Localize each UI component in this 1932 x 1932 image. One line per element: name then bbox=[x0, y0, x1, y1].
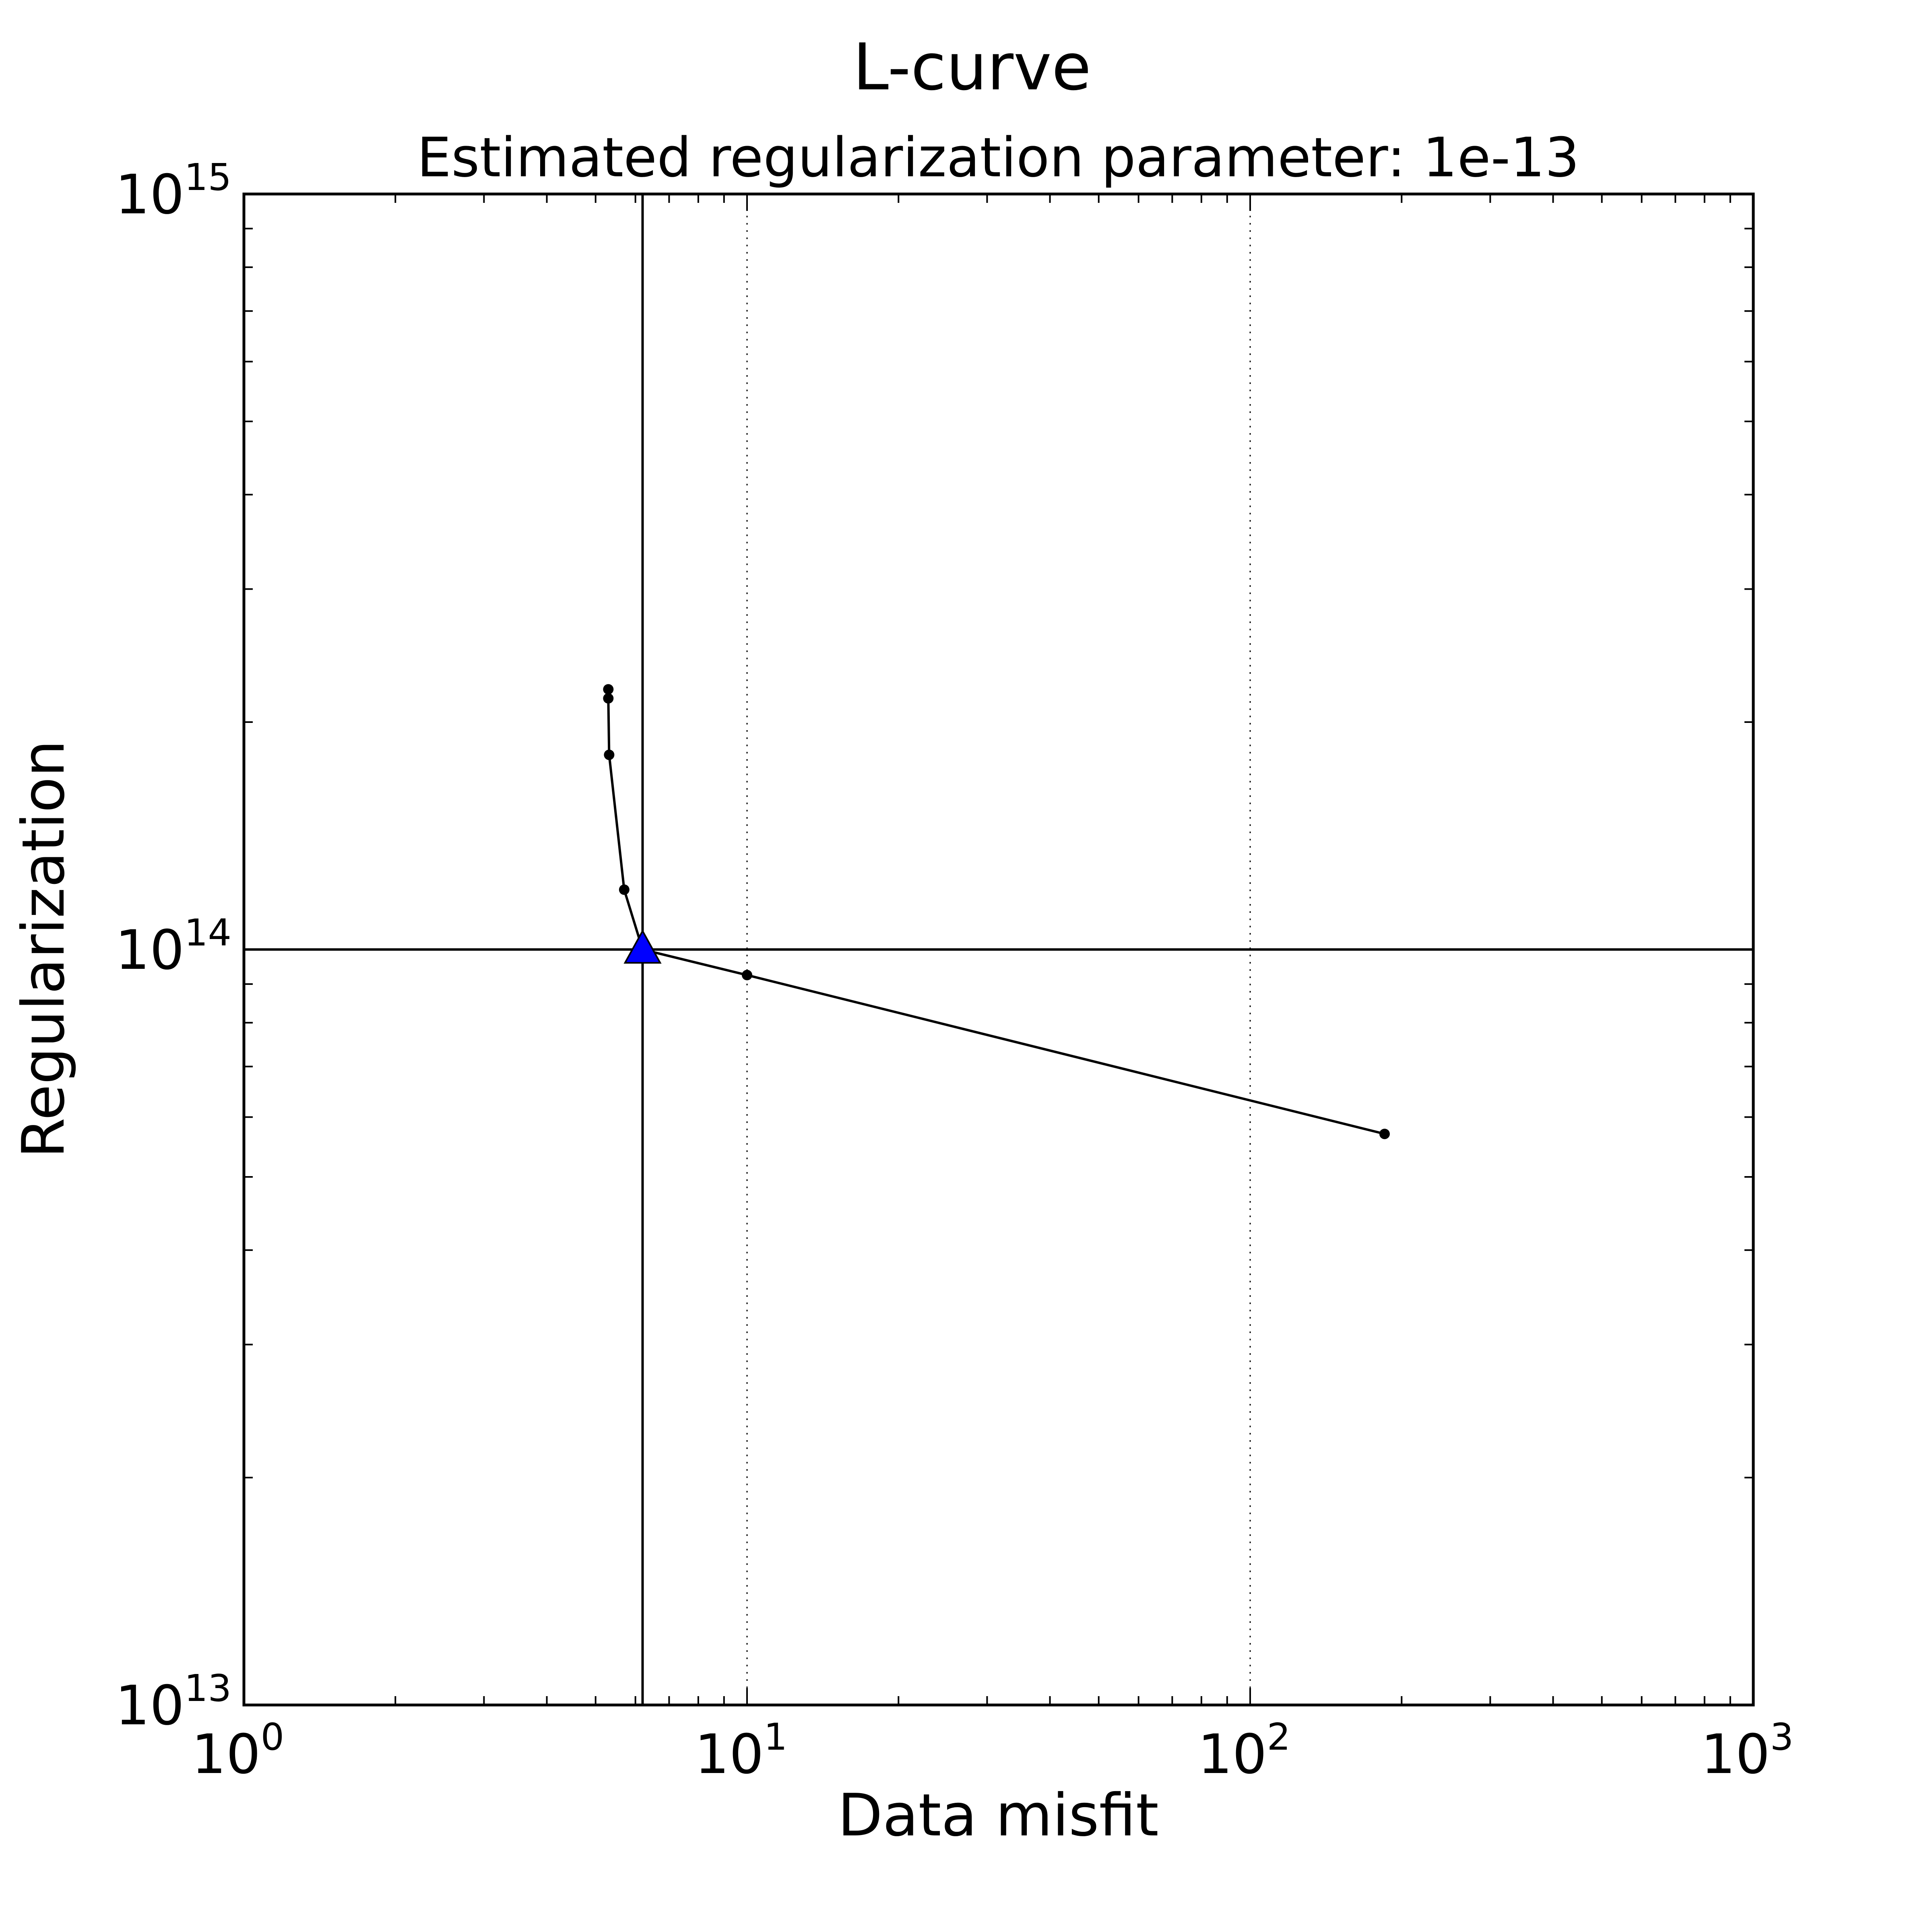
y-tick-label: 1014 bbox=[115, 911, 231, 982]
x-tick-label: 102 bbox=[1198, 1715, 1290, 1786]
data-point bbox=[1379, 1129, 1390, 1139]
data-point bbox=[604, 749, 615, 760]
data-point bbox=[603, 693, 614, 704]
x-tick-label: 101 bbox=[695, 1715, 787, 1786]
x-tick-label: 103 bbox=[1701, 1715, 1794, 1786]
y-tick-label: 1013 bbox=[115, 1667, 231, 1737]
y-axis-label: Regularization bbox=[10, 740, 78, 1158]
plot-frame bbox=[242, 192, 1755, 1707]
x-tick-labels: 100 101 102 103 bbox=[192, 1715, 1794, 1786]
selected-point-marker bbox=[623, 929, 662, 964]
series-layer bbox=[603, 684, 1390, 1139]
y-tick-labels: 1013 1014 1015 bbox=[115, 156, 231, 1737]
y-tick-label: 1015 bbox=[115, 156, 231, 226]
data-point bbox=[619, 884, 630, 895]
data-point bbox=[603, 684, 614, 695]
chart-title: L-curve bbox=[853, 29, 1091, 105]
x-axis-label: Data misfit bbox=[838, 1781, 1159, 1849]
chart-subtitle: Estimated regularization parameter: 1e-1… bbox=[417, 126, 1579, 189]
data-point bbox=[742, 970, 752, 980]
x-tick-label: 100 bbox=[192, 1715, 284, 1786]
